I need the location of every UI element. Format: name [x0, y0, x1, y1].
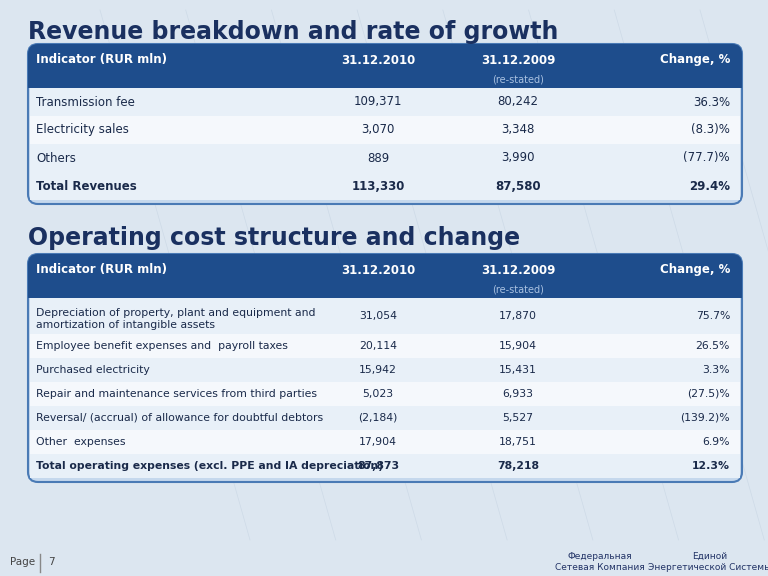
- Text: 18,751: 18,751: [499, 437, 537, 447]
- Text: 6.9%: 6.9%: [703, 437, 730, 447]
- Text: 113,330: 113,330: [351, 180, 405, 192]
- Text: 87,873: 87,873: [357, 461, 399, 471]
- Bar: [30, 430, 740, 454]
- Text: 87,580: 87,580: [495, 180, 541, 192]
- Text: 5,527: 5,527: [502, 413, 534, 423]
- Text: 29.4%: 29.4%: [689, 180, 730, 192]
- Text: Change, %: Change, %: [660, 263, 730, 276]
- Text: Федеральная
Сетевая Компания: Федеральная Сетевая Компания: [555, 552, 645, 573]
- Text: Единой
Энергетической Системы: Единой Энергетической Системы: [648, 552, 768, 573]
- Text: 78,218: 78,218: [497, 461, 539, 471]
- Text: Others: Others: [36, 151, 76, 165]
- FancyBboxPatch shape: [28, 254, 742, 482]
- Text: 80,242: 80,242: [498, 96, 538, 108]
- Text: 31.12.2010: 31.12.2010: [341, 263, 415, 276]
- Text: Indicator (RUR mln): Indicator (RUR mln): [36, 54, 167, 66]
- Text: Other  expenses: Other expenses: [36, 437, 125, 447]
- FancyBboxPatch shape: [28, 44, 742, 204]
- Text: Repair and maintenance services from third parties: Repair and maintenance services from thi…: [36, 389, 317, 399]
- Text: 31,054: 31,054: [359, 311, 397, 321]
- Text: (27.5)%: (27.5)%: [687, 389, 730, 399]
- Text: Reversal/ (accrual) of allowance for doubtful debtors: Reversal/ (accrual) of allowance for dou…: [36, 413, 323, 423]
- Text: 31.12.2009: 31.12.2009: [481, 263, 555, 276]
- Text: 17,904: 17,904: [359, 437, 397, 447]
- Text: 3.3%: 3.3%: [703, 365, 730, 375]
- Text: Electricity sales: Electricity sales: [36, 123, 129, 137]
- Text: 31.12.2009: 31.12.2009: [481, 54, 555, 66]
- Text: (re-stated): (re-stated): [492, 285, 544, 295]
- Text: 3,348: 3,348: [502, 123, 535, 137]
- Bar: [30, 116, 740, 144]
- Text: Revenue breakdown and rate of growth: Revenue breakdown and rate of growth: [28, 20, 558, 44]
- Text: (139.2)%: (139.2)%: [680, 413, 730, 423]
- Text: 889: 889: [367, 151, 389, 165]
- Text: 20,114: 20,114: [359, 341, 397, 351]
- Bar: [30, 382, 740, 406]
- Text: Purchased electricity: Purchased electricity: [36, 365, 150, 375]
- Text: 109,371: 109,371: [354, 96, 402, 108]
- Text: 3,070: 3,070: [361, 123, 395, 137]
- Text: 15,431: 15,431: [499, 365, 537, 375]
- Bar: [30, 406, 740, 430]
- Text: Total Revenues: Total Revenues: [36, 180, 137, 192]
- Text: Transmission fee: Transmission fee: [36, 96, 135, 108]
- Text: (77.7)%: (77.7)%: [684, 151, 730, 165]
- Text: 17,870: 17,870: [499, 311, 537, 321]
- Text: 12.3%: 12.3%: [692, 461, 730, 471]
- Text: 75.7%: 75.7%: [696, 311, 730, 321]
- Text: 36.3%: 36.3%: [693, 96, 730, 108]
- Text: Total operating expenses (excl. PPE and IA depreciation): Total operating expenses (excl. PPE and …: [36, 461, 383, 471]
- Text: Indicator (RUR mln): Indicator (RUR mln): [36, 263, 167, 276]
- Text: 15,904: 15,904: [499, 341, 537, 351]
- Text: Employee benefit expenses and  payroll taxes: Employee benefit expenses and payroll ta…: [36, 341, 288, 351]
- Text: 15,942: 15,942: [359, 365, 397, 375]
- Bar: [28, 66, 742, 88]
- Text: (re-stated): (re-stated): [492, 75, 544, 85]
- Text: (2,184): (2,184): [359, 413, 398, 423]
- Text: amortization of intangible assets: amortization of intangible assets: [36, 320, 215, 330]
- Text: 7: 7: [48, 557, 55, 567]
- Bar: [28, 276, 742, 298]
- FancyBboxPatch shape: [28, 254, 742, 298]
- Bar: [30, 172, 740, 200]
- Text: Depreciation of property, plant and equipment and: Depreciation of property, plant and equi…: [36, 308, 316, 318]
- Text: Page: Page: [10, 557, 35, 567]
- Text: 5,023: 5,023: [362, 389, 393, 399]
- Bar: [30, 144, 740, 172]
- Text: Operating cost structure and change: Operating cost structure and change: [28, 226, 520, 250]
- FancyBboxPatch shape: [28, 44, 742, 88]
- Bar: [30, 298, 740, 334]
- Text: 26.5%: 26.5%: [696, 341, 730, 351]
- Text: 31.12.2010: 31.12.2010: [341, 54, 415, 66]
- Bar: [30, 334, 740, 358]
- Bar: [30, 358, 740, 382]
- Text: 6,933: 6,933: [502, 389, 534, 399]
- Text: 3,990: 3,990: [502, 151, 535, 165]
- Bar: [30, 88, 740, 116]
- Bar: [30, 454, 740, 478]
- Text: (8.3)%: (8.3)%: [691, 123, 730, 137]
- Text: Change, %: Change, %: [660, 54, 730, 66]
